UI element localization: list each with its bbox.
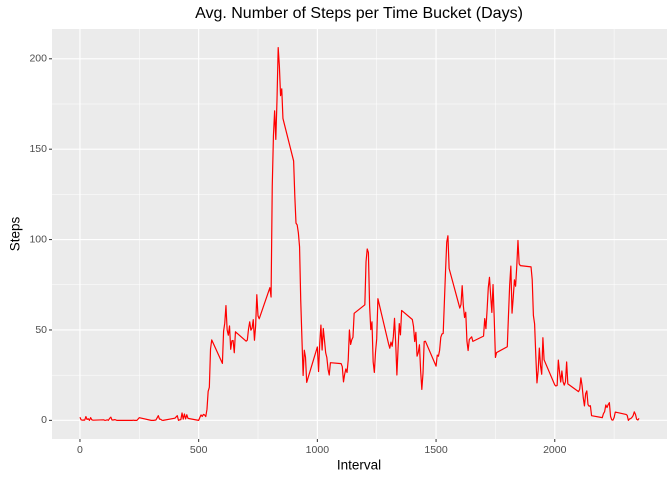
x-tick-label: 1000 — [306, 444, 330, 456]
y-tick-label: 100 — [29, 233, 47, 245]
x-tick-label: 2000 — [543, 444, 567, 456]
chart-title: Avg. Number of Steps per Time Bucket (Da… — [195, 5, 523, 22]
y-axis-title: Steps — [8, 216, 23, 251]
y-tick-label: 50 — [35, 324, 47, 336]
x-axis-title: Interval — [337, 458, 381, 473]
y-tick-label: 150 — [29, 143, 47, 155]
y-tick-label: 0 — [41, 414, 47, 426]
x-tick-label: 0 — [77, 444, 83, 456]
x-tick-label: 500 — [190, 444, 208, 456]
data-line — [79, 46, 640, 421]
y-tick-label: 200 — [29, 53, 47, 65]
x-tick-label: 1500 — [424, 444, 448, 456]
panel — [52, 29, 667, 439]
